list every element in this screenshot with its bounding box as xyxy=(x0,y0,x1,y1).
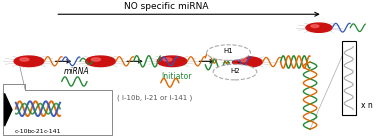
Circle shape xyxy=(163,58,172,61)
Circle shape xyxy=(14,56,44,67)
Text: ( I-10b, I-21 or I-141 ): ( I-10b, I-21 or I-141 ) xyxy=(117,94,192,101)
FancyBboxPatch shape xyxy=(342,41,356,115)
Text: c-10b: c-10b xyxy=(14,129,32,134)
Text: c-21: c-21 xyxy=(31,129,45,134)
Text: miRNA: miRNA xyxy=(64,67,90,76)
Circle shape xyxy=(86,56,115,67)
Circle shape xyxy=(306,23,332,32)
Text: Initiator: Initiator xyxy=(161,73,191,81)
Circle shape xyxy=(213,64,257,80)
Circle shape xyxy=(232,57,262,67)
Text: c-141: c-141 xyxy=(44,129,61,134)
Text: x n: x n xyxy=(361,101,373,110)
Circle shape xyxy=(311,25,319,28)
Circle shape xyxy=(91,58,101,61)
Circle shape xyxy=(239,59,247,62)
Circle shape xyxy=(207,45,250,60)
Polygon shape xyxy=(5,93,12,126)
Text: NO specific miRNA: NO specific miRNA xyxy=(124,2,209,11)
Text: H1: H1 xyxy=(224,48,234,54)
Circle shape xyxy=(157,56,187,67)
Circle shape xyxy=(20,58,29,61)
Polygon shape xyxy=(3,84,112,135)
Text: H2: H2 xyxy=(230,68,240,74)
